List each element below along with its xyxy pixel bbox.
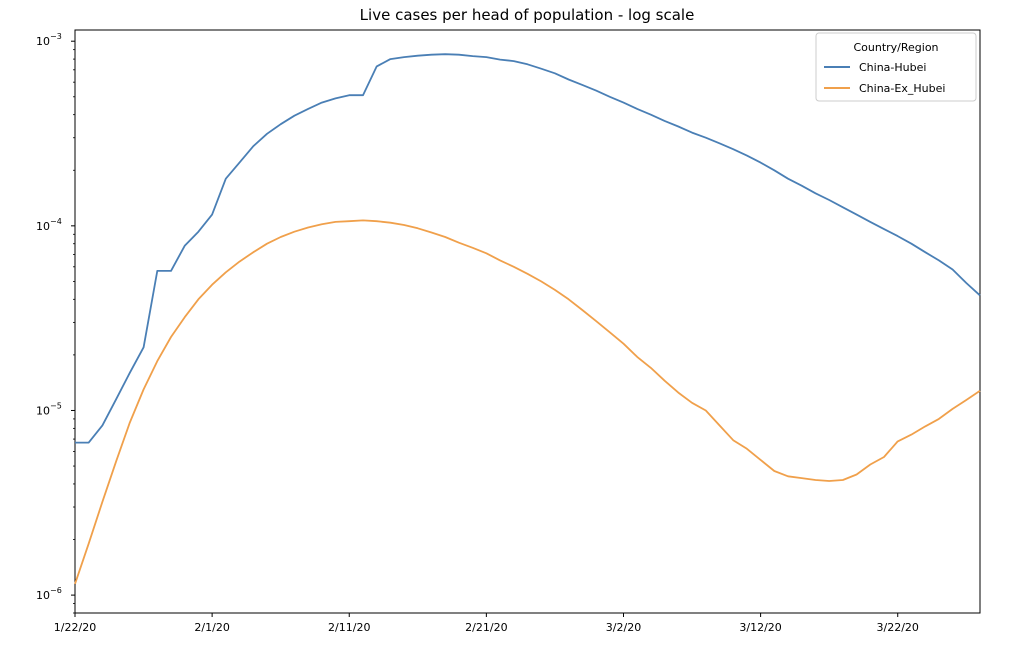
legend-box xyxy=(815,32,977,102)
legend: Country/Region China-Hubei China-Ex_Hube… xyxy=(815,32,977,102)
y-tick-label: 10−3 xyxy=(36,32,62,48)
x-tick-label: 2/21/20 xyxy=(465,621,507,634)
series-line-china-hubei xyxy=(75,53,981,444)
x-axis: 1/22/20 2/1/20 2/11/20 2/21/20 3/2/20 3/12/20… xyxy=(54,613,919,634)
y-tick-label: 10−6 xyxy=(36,586,62,602)
x-tick-label: 3/12/20 xyxy=(739,621,781,634)
y-axis: 10−6 10−5 10−4 10−3 xyxy=(36,32,75,614)
chart-title: Live cases per head of population - log … xyxy=(360,6,695,24)
series-line-china-ex-hubei xyxy=(74,219,981,585)
series-lines xyxy=(74,53,981,585)
legend-label-ex-hubei: China-Ex_Hubei xyxy=(859,82,945,95)
x-tick-label: 3/22/20 xyxy=(877,621,919,634)
plot-area-frame xyxy=(74,29,981,614)
x-tick-label: 2/1/20 xyxy=(194,621,229,634)
legend-label-hubei: China-Hubei xyxy=(859,61,926,74)
legend-title: Country/Region xyxy=(853,41,938,54)
y-tick-label: 10−5 xyxy=(36,401,62,417)
x-tick-label: 3/2/20 xyxy=(606,621,641,634)
y-tick-label: 10−4 xyxy=(36,217,62,233)
x-tick-label: 1/22/20 xyxy=(54,621,96,634)
x-tick-label: 2/11/20 xyxy=(328,621,370,634)
